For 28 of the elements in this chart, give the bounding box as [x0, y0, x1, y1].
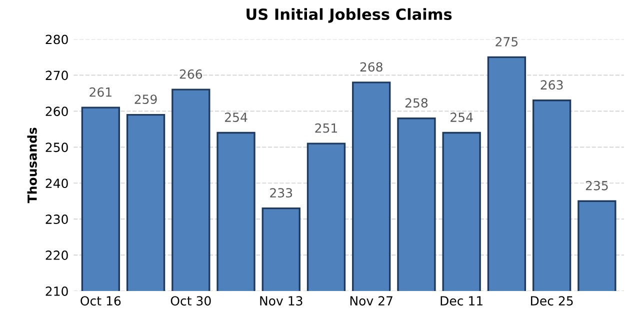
y-tick-label: 230 [46, 214, 68, 224]
data-label: 258 [405, 98, 428, 108]
chart-title: US Initial Jobless Claims [246, 8, 452, 23]
y-tick-label: 220 [46, 250, 68, 260]
data-label: 261 [90, 87, 112, 97]
x-tick-label: Oct 16 [80, 296, 121, 306]
x-tick-label: Nov 27 [350, 296, 392, 306]
y-tick-label: 270 [46, 70, 68, 80]
y-tick-label: 240 [46, 178, 68, 188]
data-label: 251 [315, 123, 338, 133]
data-label: 275 [496, 37, 518, 46]
x-tick-label: Dec 25 [531, 296, 573, 306]
data-label: 254 [225, 112, 248, 122]
data-label: 263 [540, 80, 563, 90]
data-label: 259 [134, 94, 157, 104]
y-tick-label: 210 [46, 286, 68, 296]
x-tick-label: Oct 30 [170, 296, 211, 306]
data-label: 235 [586, 180, 608, 190]
data-label: 254 [450, 112, 473, 122]
y-axis-title: Thousands [27, 128, 37, 204]
x-tick-label: Dec 11 [440, 296, 482, 306]
y-tick-label: 260 [46, 106, 68, 116]
x-tick-label: Nov 13 [260, 296, 302, 306]
y-tick-label: 280 [46, 34, 68, 44]
data-label: 233 [270, 188, 292, 198]
data-label: 268 [360, 62, 382, 72]
data-label: 266 [180, 69, 202, 79]
y-tick-label: 250 [46, 142, 68, 152]
